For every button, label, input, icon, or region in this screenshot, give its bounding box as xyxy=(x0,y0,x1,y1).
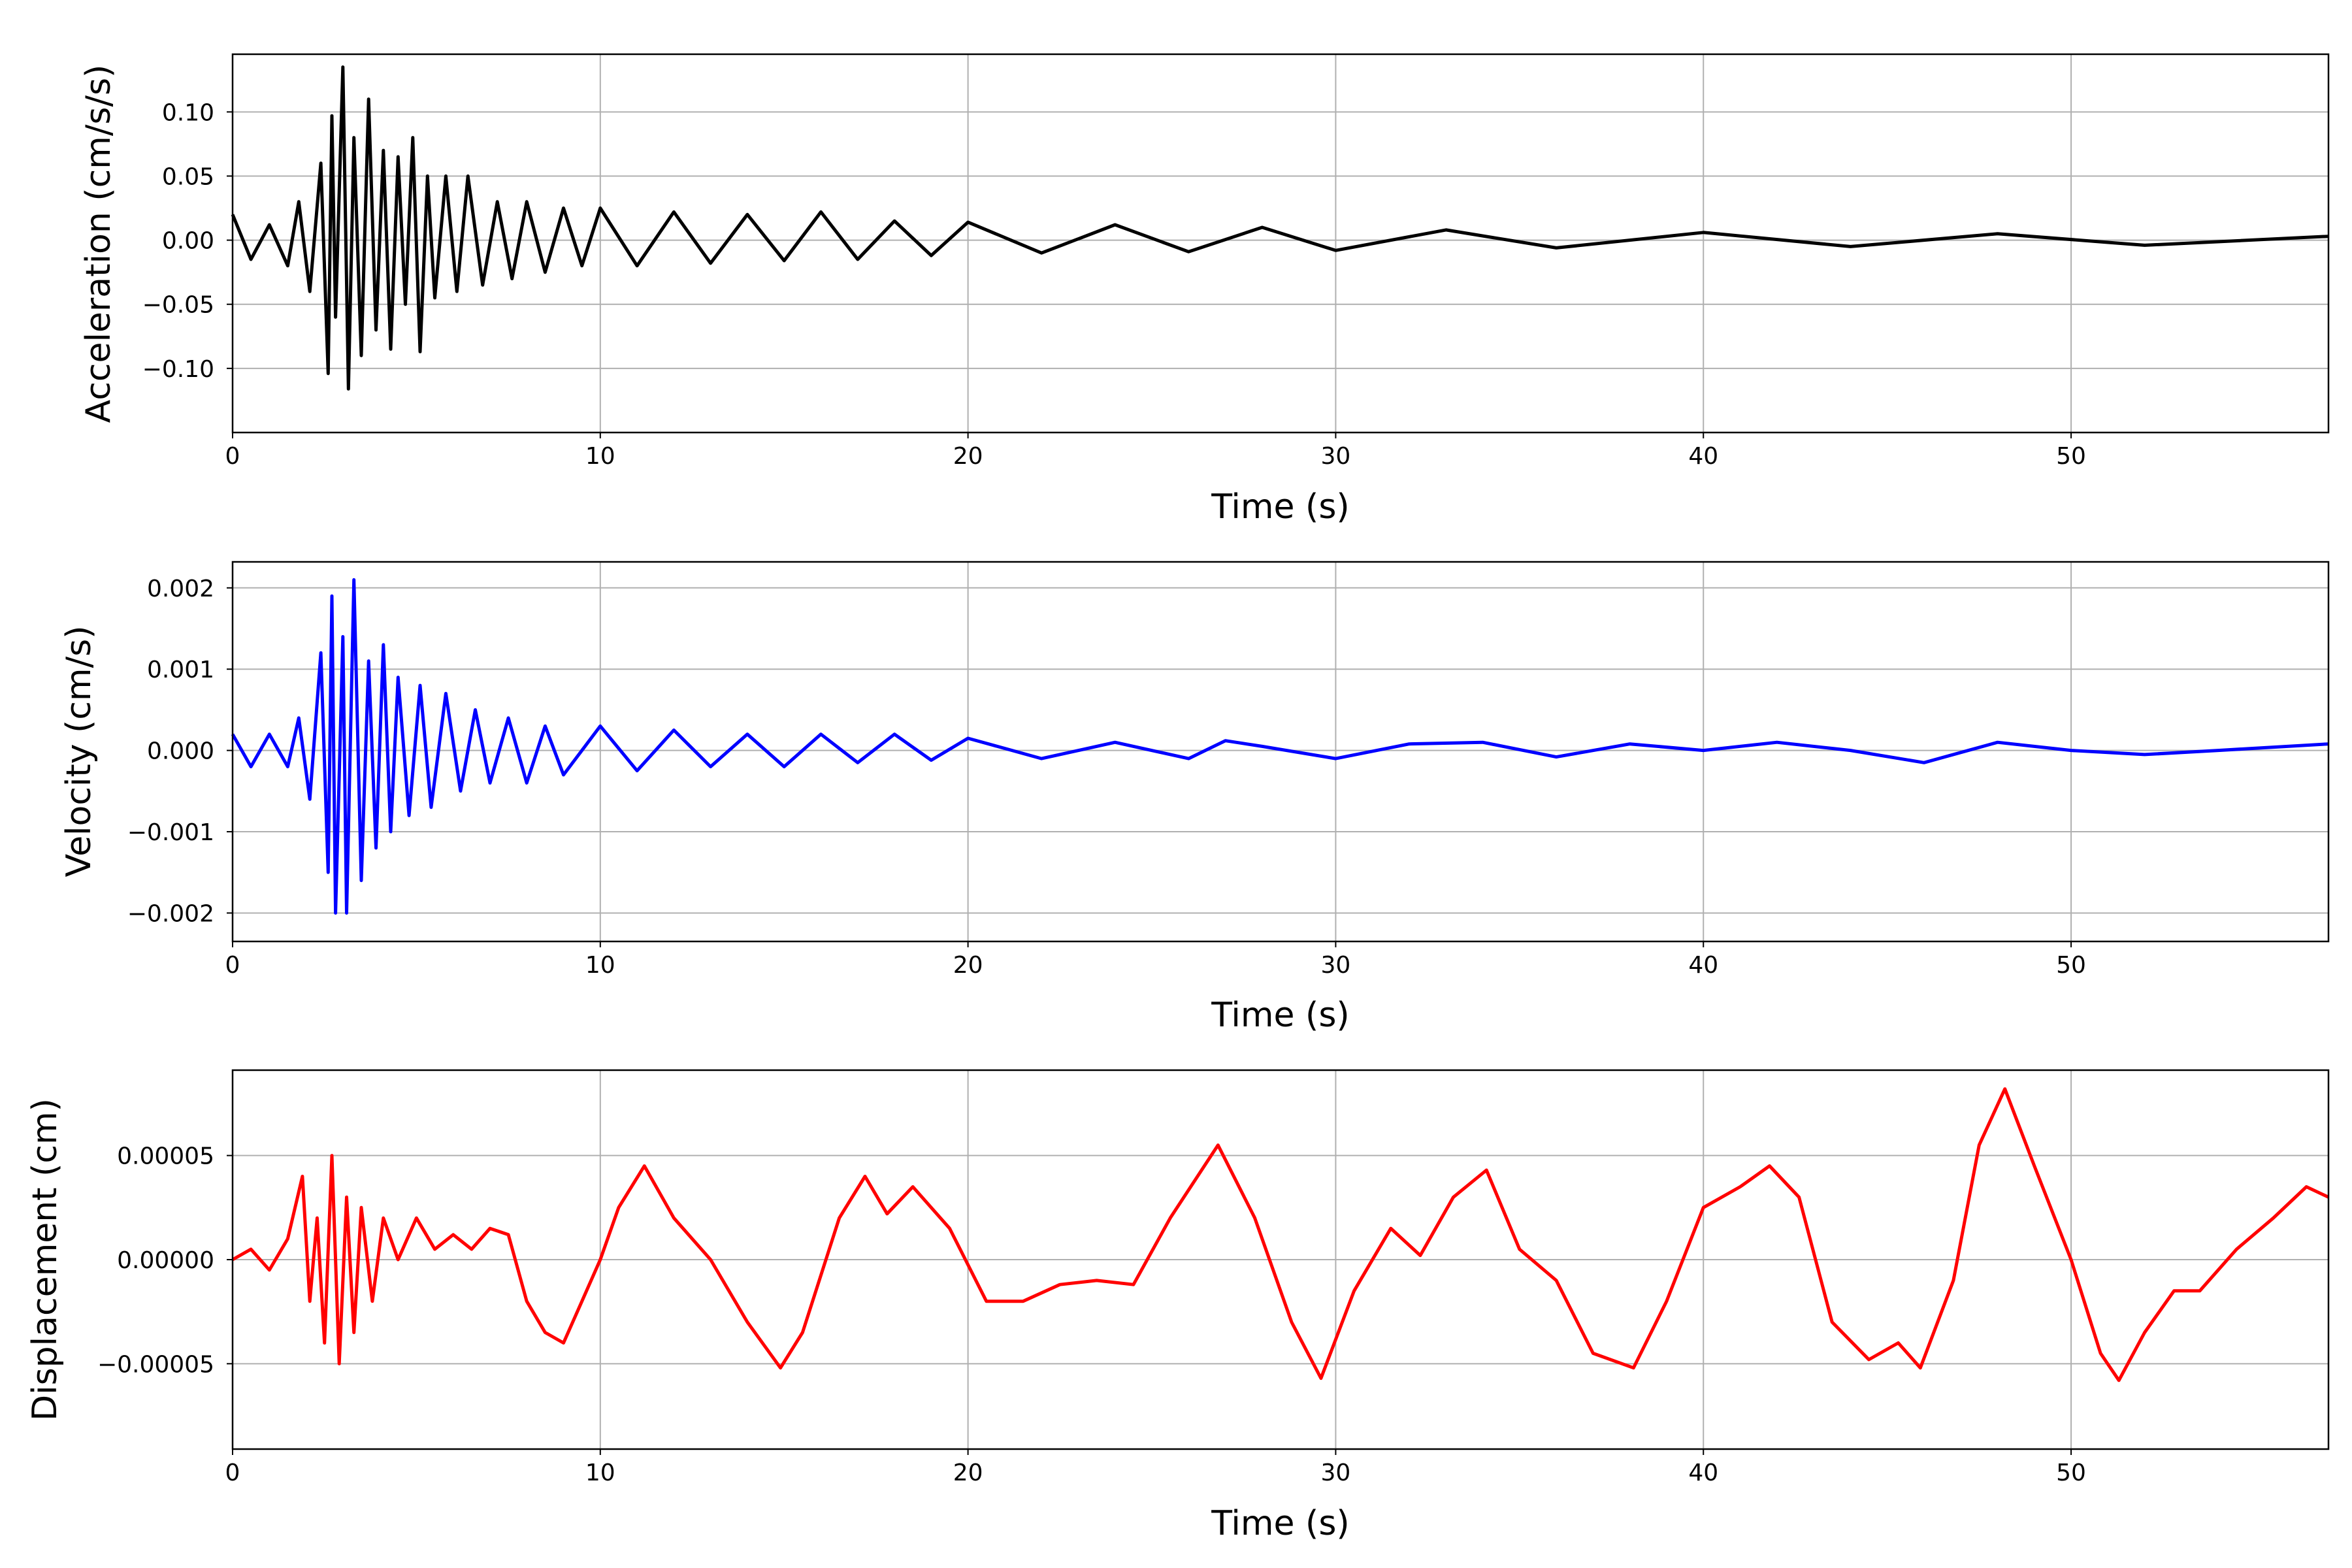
velocity-x-ticks: 0 10 20 30 40 50 xyxy=(225,941,2086,979)
displacement-x-tick-label: 0 xyxy=(225,1460,240,1486)
acceleration-y-tick-label: 0.00 xyxy=(162,228,214,255)
displacement-y-tick-label: 0.00000 xyxy=(117,1247,214,1274)
acceleration-y-tick-label: −0.10 xyxy=(142,356,214,383)
displacement-x-tick-label: 20 xyxy=(953,1460,983,1486)
velocity-series xyxy=(231,578,2329,915)
displacement-subplot: 0 10 20 30 40 50 −0.00005 0.00000 0.00005 Time … xyxy=(25,1069,2330,1543)
acceleration-plot-frame xyxy=(231,53,2330,434)
acceleration-x-tick-label: 30 xyxy=(1321,443,1351,470)
acceleration-x-tick-label: 20 xyxy=(953,443,983,470)
velocity-subplot: 0 10 20 30 40 50 −0.002−0.0010.0000.0010.002 … xyxy=(59,561,2330,1035)
displacement-x-tick-label: 10 xyxy=(585,1460,615,1486)
acceleration-subplot: 0 10 20 30 40 50 −0.10 −0.05 0.00 0.05 0.10 Time … xyxy=(79,53,2330,527)
displacement-y-ticks: −0.00005 0.00000 0.00005 xyxy=(97,1143,233,1378)
acceleration-y-ticks: −0.10 −0.05 0.00 0.05 0.10 xyxy=(142,99,233,383)
acceleration-grid xyxy=(232,54,2328,433)
displacement-x-tick-label: 30 xyxy=(1321,1460,1351,1486)
velocity-plot-frame xyxy=(231,561,2330,943)
acceleration-y-tick-label: −0.05 xyxy=(142,292,214,319)
displacement-x-ticks: 0 10 20 30 40 50 xyxy=(225,1449,2086,1486)
velocity-x-axis-label: Time (s) xyxy=(1211,996,1349,1035)
acceleration-series xyxy=(231,65,2329,391)
velocity-x-tick-label: 10 xyxy=(585,952,615,979)
displacement-series-line xyxy=(231,1087,2330,1382)
velocity-y-tick-label: 0.000 xyxy=(147,738,214,765)
velocity-series-line xyxy=(231,578,2329,915)
velocity-x-tick-label: 50 xyxy=(2056,952,2086,979)
acceleration-x-tick-label: 0 xyxy=(225,443,240,470)
displacement-x-tick-label: 50 xyxy=(2056,1460,2086,1486)
velocity-y-tick-label: 0.001 xyxy=(147,657,214,683)
velocity-x-tick-label: 0 xyxy=(225,952,240,979)
displacement-y-tick-label: −0.00005 xyxy=(97,1351,214,1378)
acceleration-x-ticks: 0 10 20 30 40 50 xyxy=(225,433,2086,470)
acceleration-y-axis-label: Acceleration (cm/s/s) xyxy=(79,65,118,423)
velocity-y-ticks: −0.002 −0.001 0.000 0.001 0.002 xyxy=(127,576,233,927)
velocity-x-tick-label: 20 xyxy=(953,952,983,979)
velocity-y-tick-label: −0.001 xyxy=(127,819,214,846)
velocity-x-tick-label: 30 xyxy=(1321,952,1351,979)
displacement-series xyxy=(231,1087,2330,1382)
displacement-x-axis-label: Time (s) xyxy=(1211,1504,1349,1543)
acceleration-y-tick-label: 0.05 xyxy=(162,163,214,190)
velocity-y-axis-label: Velocity (cm/s) xyxy=(59,626,99,877)
displacement-x-tick-label: 40 xyxy=(1688,1460,1718,1486)
displacement-y-tick-label: 0.00005 xyxy=(117,1143,214,1170)
velocity-y-tick-label: −0.002 xyxy=(127,900,214,927)
velocity-y-tick-label: 0.002 xyxy=(147,576,214,602)
acceleration-x-tick-label: 50 xyxy=(2056,443,2086,470)
acceleration-series-line xyxy=(231,65,2329,391)
acceleration-x-tick-label: 40 xyxy=(1688,443,1718,470)
displacement-y-axis-label: Displacement (cm) xyxy=(25,1098,65,1421)
velocity-x-tick-label: 40 xyxy=(1688,952,1718,979)
acceleration-x-tick-label: 10 xyxy=(585,443,615,470)
acceleration-y-tick-label: 0.10 xyxy=(162,99,214,126)
acceleration-x-axis-label: Time (s) xyxy=(1211,487,1349,527)
